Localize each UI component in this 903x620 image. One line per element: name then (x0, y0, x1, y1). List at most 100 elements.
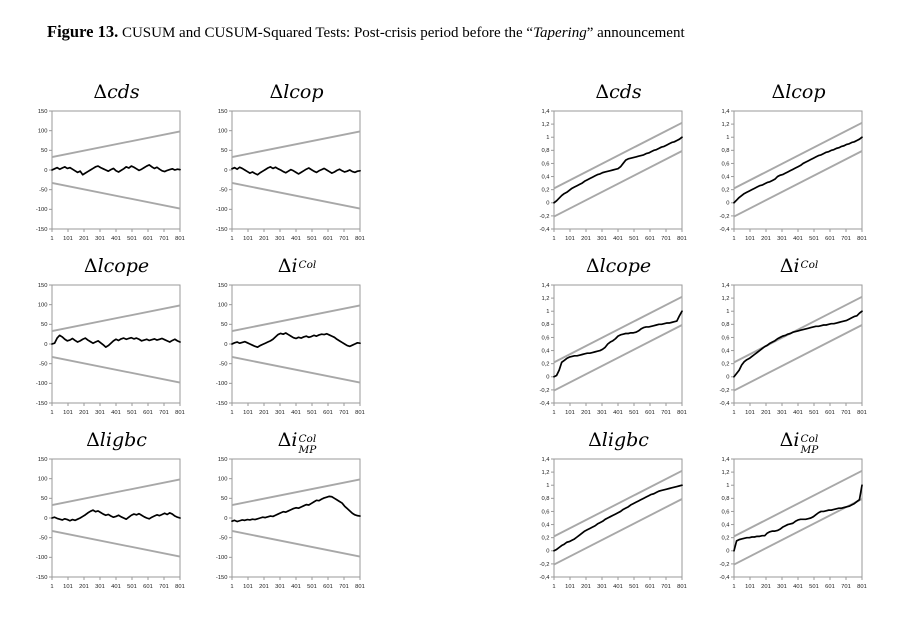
svg-text:501: 501 (629, 236, 639, 242)
svg-text:401: 401 (291, 410, 301, 416)
svg-text:1: 1 (732, 236, 735, 242)
svg-text:0: 0 (546, 201, 549, 207)
svg-text:1: 1 (732, 410, 735, 416)
svg-text:1: 1 (50, 584, 53, 590)
cusum-group: Δcds 150 100 50 0 -50 -100 -150 1 101 201 301 401 50… (28, 78, 374, 597)
chart-cusum-icol-mp: Δi Col MP 150 100 50 0 -50 -100 -150 1 101 201 301 40… (208, 426, 374, 597)
svg-text:1: 1 (50, 410, 53, 416)
svg-text:100: 100 (218, 129, 228, 135)
svg-text:100: 100 (38, 129, 48, 135)
svg-text:-100: -100 (216, 555, 228, 561)
title-base: lcop (785, 81, 826, 103)
chart-cusum-lcope: Δlcope 150 100 50 0 -50 -100 -150 1 101 201 301 401… (28, 252, 194, 423)
title-base: i (793, 429, 800, 451)
title-base: ligbc (99, 429, 147, 451)
svg-text:1,4: 1,4 (541, 283, 550, 289)
svg-text:-150: -150 (36, 401, 48, 407)
svg-text:101: 101 (745, 584, 755, 590)
svg-text:1: 1 (230, 410, 233, 416)
svg-text:0,2: 0,2 (721, 536, 729, 542)
svg-text:801: 801 (175, 236, 185, 242)
svg-text:301: 301 (95, 236, 105, 242)
svg-text:701: 701 (339, 236, 349, 242)
svg-text:501: 501 (307, 584, 317, 590)
svg-text:801: 801 (857, 236, 867, 242)
svg-text:601: 601 (825, 236, 835, 242)
svg-text:1: 1 (726, 309, 729, 315)
svg-text:-0,2: -0,2 (720, 388, 730, 394)
svg-text:801: 801 (857, 584, 867, 590)
delta-symbol: Δ (771, 81, 786, 103)
svg-text:701: 701 (159, 236, 169, 242)
svg-text:301: 301 (597, 410, 607, 416)
plot-area-cusum-icol: 150 100 50 0 -50 -100 -150 1 101 201 301 401 501 601 7… (208, 281, 374, 423)
chart-title-cusumsq-cds: Δcds (530, 78, 696, 107)
plot-area-cusumsq-cds: 1,4 1,2 1 0,8 0,6 0,4 0,2 0 -0,2 -0,4 1 101 201 301 40… (530, 107, 696, 249)
svg-text:1: 1 (552, 236, 555, 242)
svg-text:0,2: 0,2 (541, 536, 549, 542)
title-base: i (793, 255, 800, 277)
svg-text:801: 801 (857, 410, 867, 416)
chart-title-cusum-lcope: Δlcope (28, 252, 194, 281)
svg-text:201: 201 (259, 584, 269, 590)
svg-text:0,4: 0,4 (721, 174, 730, 180)
svg-text:201: 201 (761, 236, 771, 242)
svg-text:0,2: 0,2 (721, 188, 729, 194)
svg-text:-0,4: -0,4 (720, 227, 731, 233)
plot-area-cusum-icol-mp: 150 100 50 0 -50 -100 -150 1 101 201 301 401 501 601 7… (208, 455, 374, 597)
svg-text:301: 301 (95, 410, 105, 416)
plot-svg-cusumsq-ligbc: 1,41,210,80,60,40,20-0,2-0,41 101 201 301 40… (540, 457, 687, 590)
svg-text:1,4: 1,4 (721, 457, 730, 463)
delta-symbol: Δ (595, 81, 610, 103)
svg-text:201: 201 (581, 236, 591, 242)
svg-text:101: 101 (243, 410, 253, 416)
chart-title-cusumsq-lcope: Δlcope (530, 252, 696, 281)
svg-text:1,2: 1,2 (721, 296, 729, 302)
title-sup: Col (800, 433, 819, 445)
svg-text:50: 50 (41, 496, 47, 502)
svg-text:100: 100 (38, 303, 48, 309)
svg-text:-0,2: -0,2 (720, 214, 730, 220)
svg-text:-0,4: -0,4 (720, 401, 731, 407)
svg-text:101: 101 (565, 584, 575, 590)
title-base: cds (609, 81, 642, 103)
svg-text:1: 1 (230, 236, 233, 242)
svg-text:601: 601 (645, 410, 655, 416)
svg-text:0: 0 (224, 168, 227, 174)
delta-symbol: Δ (277, 429, 292, 451)
svg-text:401: 401 (793, 410, 803, 416)
svg-text:801: 801 (355, 410, 365, 416)
svg-text:801: 801 (175, 410, 185, 416)
svg-text:201: 201 (259, 410, 269, 416)
title-base: i (291, 255, 298, 277)
svg-text:0,8: 0,8 (721, 148, 729, 154)
svg-text:101: 101 (745, 410, 755, 416)
svg-text:-150: -150 (36, 575, 48, 581)
svg-text:50: 50 (41, 322, 47, 328)
svg-text:401: 401 (111, 236, 121, 242)
svg-text:501: 501 (809, 410, 819, 416)
svg-text:0,8: 0,8 (721, 322, 729, 328)
svg-text:401: 401 (613, 410, 623, 416)
title-base: cds (107, 81, 140, 103)
svg-text:1: 1 (50, 236, 53, 242)
title-sup: Col (800, 259, 819, 271)
svg-text:-100: -100 (216, 207, 228, 213)
svg-text:1,4: 1,4 (721, 283, 730, 289)
svg-text:601: 601 (143, 236, 153, 242)
svg-text:-0,4: -0,4 (540, 401, 551, 407)
svg-text:-100: -100 (36, 381, 48, 387)
chart-cusumsq-icol: Δi Col 1,4 1,2 1 0,8 0,6 0,4 0,2 0 -0,2 -0,4 1 101 20… (710, 252, 876, 423)
svg-text:301: 301 (95, 584, 105, 590)
svg-text:150: 150 (38, 109, 48, 115)
svg-text:100: 100 (218, 303, 228, 309)
svg-text:-0,2: -0,2 (540, 562, 550, 568)
chart-title-cusum-icol-mp: Δi Col MP (208, 426, 374, 455)
svg-text:101: 101 (63, 584, 73, 590)
svg-text:0,2: 0,2 (721, 362, 729, 368)
svg-text:0: 0 (726, 201, 729, 207)
svg-text:201: 201 (79, 584, 89, 590)
caption-italic-word: Tapering (533, 25, 587, 41)
